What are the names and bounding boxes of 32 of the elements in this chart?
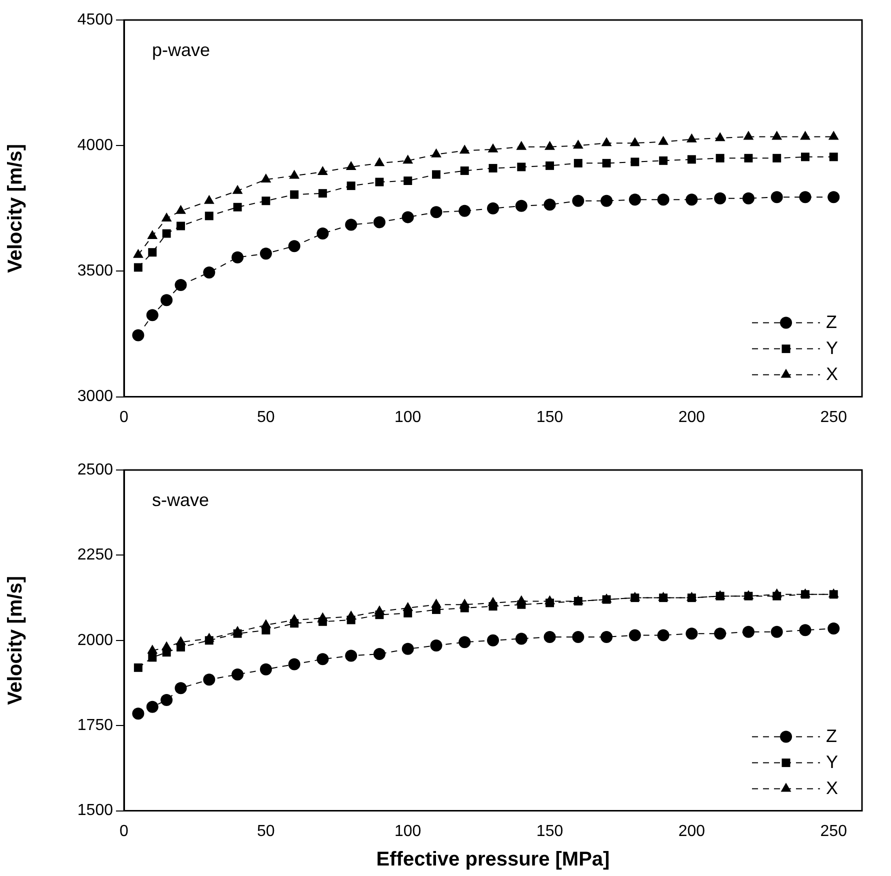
annotation: p-wave	[152, 40, 210, 60]
y-tick-label: 2250	[77, 546, 114, 564]
x-tick-label: 50	[257, 822, 275, 840]
x-tick-label: 250	[820, 408, 848, 426]
x-tick-label: 200	[678, 822, 706, 840]
y-tick-label: 3500	[77, 262, 114, 280]
legend-label: Y	[826, 338, 838, 358]
x-tick-label: 0	[120, 408, 129, 426]
y-tick-label: 3000	[77, 388, 114, 406]
x-tick-label: 50	[257, 408, 275, 426]
legend-label: X	[826, 778, 838, 798]
x-tick-label: 150	[536, 822, 564, 840]
legend-label: X	[826, 364, 838, 384]
x-tick-label: 250	[820, 822, 848, 840]
y-tick-label: 4500	[77, 11, 114, 28]
legend-label: Y	[826, 752, 838, 772]
legend-label: Z	[826, 312, 837, 332]
annotation: s-wave	[152, 490, 210, 510]
x-tick-label: 100	[394, 822, 422, 840]
x-tick-label: 150	[536, 408, 564, 426]
x-tick-label: 200	[678, 408, 706, 426]
y-axis-title: Velocity [m/s]	[4, 576, 27, 705]
x-tick-label: 0	[120, 822, 129, 840]
y-tick-label: 4000	[77, 137, 114, 154]
y-tick-label: 1750	[77, 717, 114, 734]
x-axis-title: Effective pressure [MPa]	[376, 848, 610, 871]
legend-label: Z	[826, 726, 837, 746]
y-tick-label: 1500	[77, 802, 114, 820]
x-tick-label: 100	[394, 408, 422, 426]
y-tick-label: 2500	[77, 461, 114, 478]
y-tick-label: 2000	[77, 632, 114, 649]
y-axis-title: Velocity [m/s]	[4, 144, 27, 273]
